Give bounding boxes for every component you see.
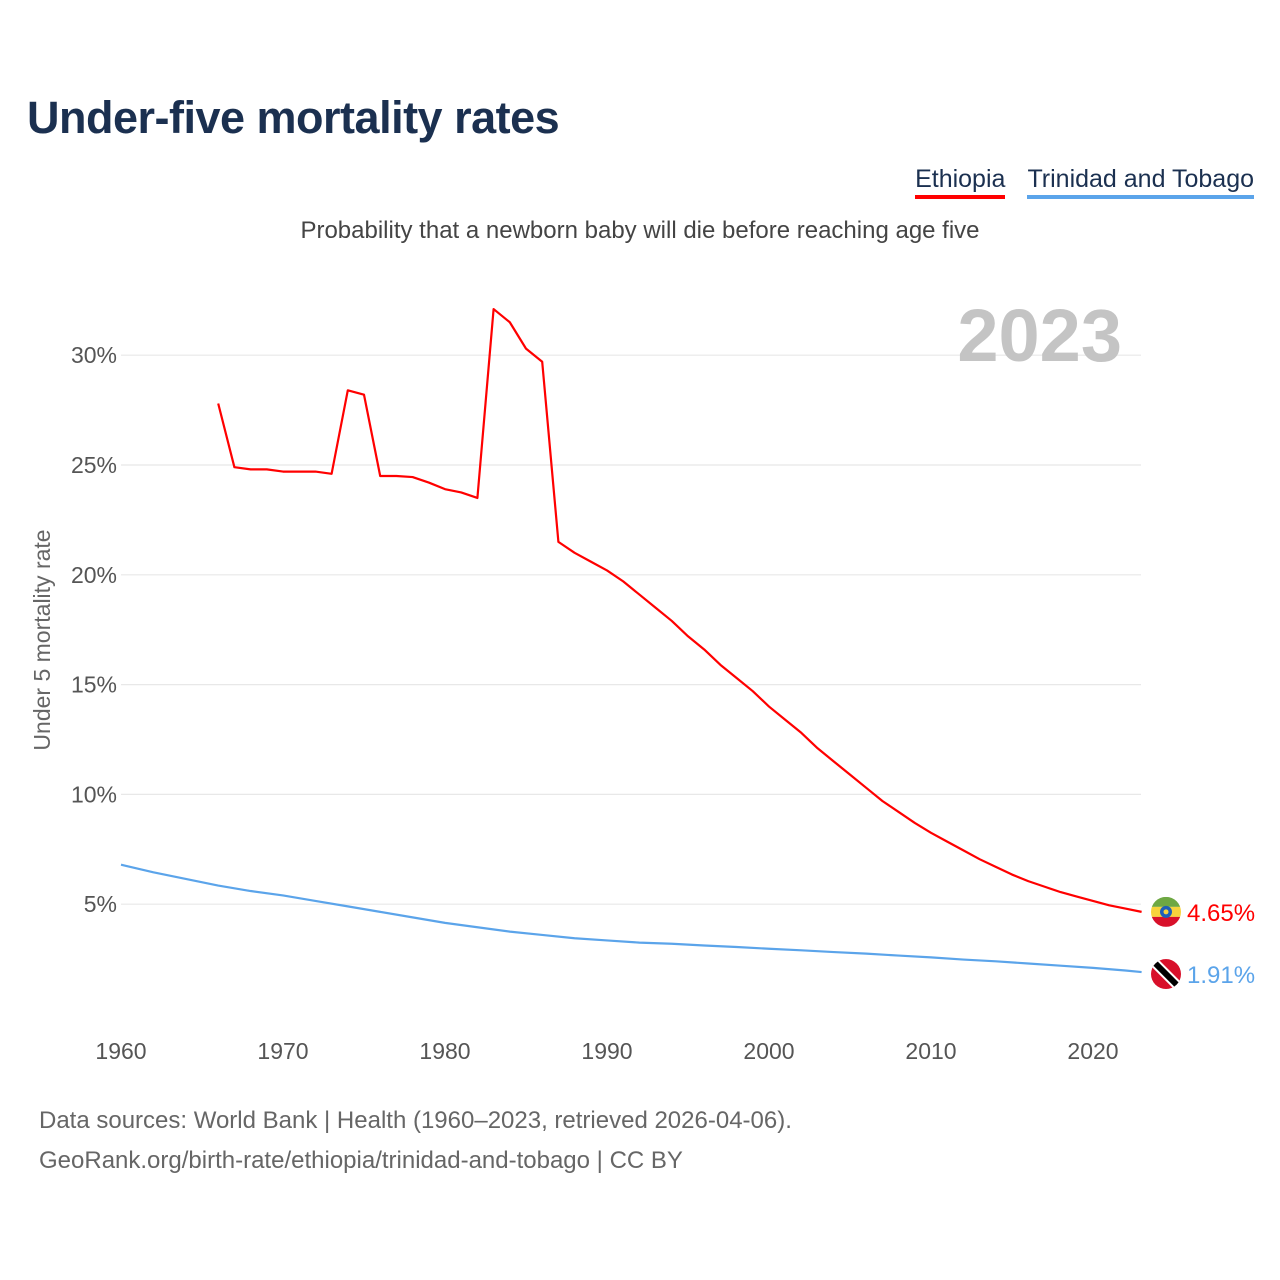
y-axis-label: Under 5 mortality rate — [29, 529, 55, 750]
end-value-label: 4.65% — [1187, 900, 1255, 927]
x-tick-label: 2000 — [743, 1038, 794, 1064]
y-tick-label: 10% — [71, 781, 117, 807]
y-tick-label: 5% — [84, 891, 117, 917]
source-text: Data sources: World Bank | Health (1960–… — [39, 1107, 792, 1134]
source-link[interactable]: GeoRank.org/birth-rate/ethiopia/trinidad… — [39, 1147, 683, 1174]
y-tick-label: 30% — [71, 342, 117, 368]
ethiopia-flag-icon — [1151, 896, 1181, 927]
chart-title: Under-five mortality rates — [27, 92, 560, 143]
chart-subtitle: Probability that a newborn baby will die… — [300, 217, 980, 244]
legend: Ethiopia Trinidad and Tobago — [915, 165, 1254, 199]
y-tick-label: 25% — [71, 452, 117, 478]
x-tick-label: 1980 — [419, 1038, 470, 1064]
legend-trinidad[interactable]: Trinidad and Tobago — [1027, 165, 1254, 199]
x-tick-label: 2010 — [905, 1038, 956, 1064]
x-tick-label: 2020 — [1067, 1038, 1118, 1064]
y-tick-label: 20% — [71, 562, 117, 588]
trinidad-flag-icon — [1151, 959, 1181, 990]
x-tick-label: 1990 — [581, 1038, 632, 1064]
x-tick-label: 1960 — [95, 1038, 146, 1064]
end-value-label: 1.91% — [1187, 962, 1255, 989]
legend-ethiopia[interactable]: Ethiopia — [915, 165, 1006, 199]
series-line-ethiopia[interactable] — [217, 307, 1142, 913]
x-tick-label: 1970 — [257, 1038, 308, 1064]
year-label: 2023 — [957, 294, 1122, 377]
y-tick-label: 15% — [71, 672, 117, 698]
series-line-trinidad[interactable] — [120, 863, 1142, 974]
